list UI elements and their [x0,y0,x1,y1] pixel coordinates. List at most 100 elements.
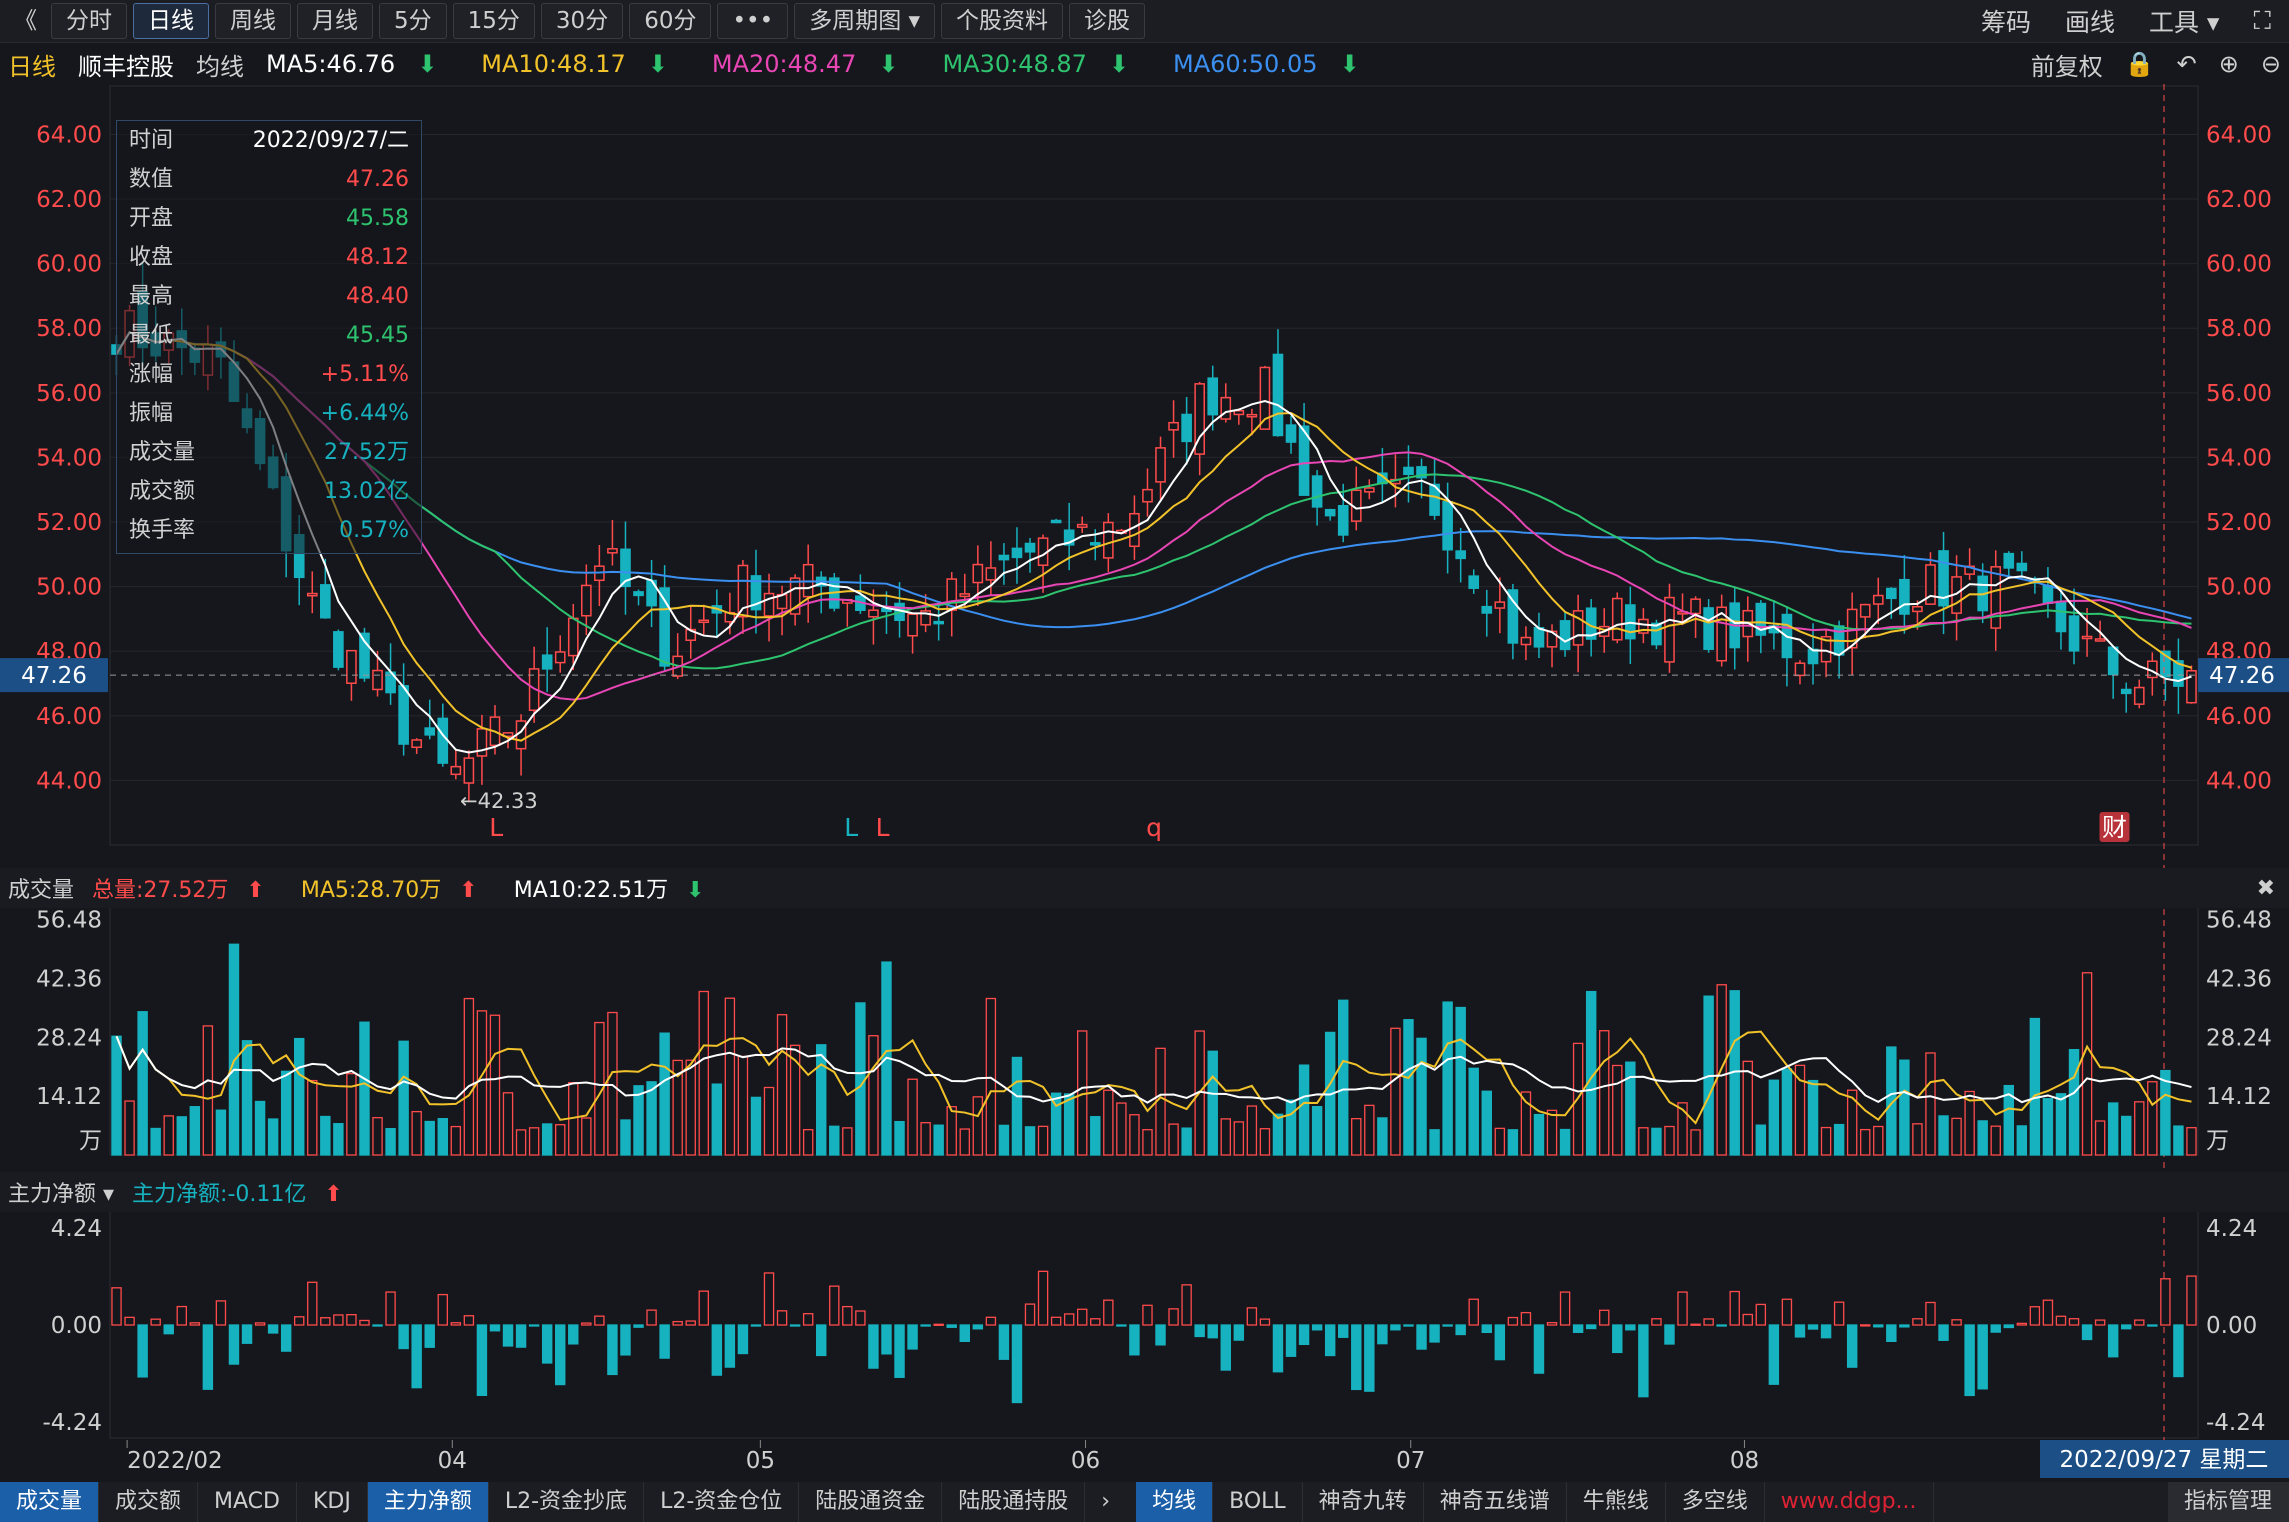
volume-bar [307,1079,318,1156]
expand-icon[interactable]: ⛶ [2253,6,2271,35]
candle-body [1886,587,1897,600]
ind-tab-bull-bear[interactable]: 牛熊线 [1567,1482,1666,1522]
ind-tab-boll[interactable]: BOLL [1213,1482,1303,1522]
tab-hk-connect-flow[interactable]: 陆股通资金 [799,1482,943,1522]
undo-icon[interactable]: ↶ [2176,50,2197,78]
volume-tick-left: 14.12 [36,1084,102,1110]
volume-bar [294,1037,305,1156]
period-tab-timeshare[interactable]: 分时 [51,3,127,39]
ma-settings-label[interactable]: 均线 [196,52,244,81]
volume-bar [385,1128,396,1156]
multi-period-dropdown[interactable]: 多周期图 ▾ [794,3,936,39]
volume-bar [280,1070,292,1156]
volume-bar [411,1110,422,1156]
adjust-dropdown[interactable]: 前复权 [2030,52,2103,81]
ind-tab-long-short[interactable]: 多空线 [1666,1482,1765,1522]
ind-tab-ma[interactable]: 均线 [1136,1482,1214,1522]
candle-body [1572,610,1584,646]
price-tick-right: 46.00 [2206,704,2272,730]
volume-bar [137,1011,148,1156]
signal-marker: q [1146,813,1162,842]
volume-bar [1338,999,1349,1156]
flow-bar [933,1323,944,1326]
diagnose-button[interactable]: 诊股 [1069,3,1146,39]
volume-bar [1768,1079,1780,1156]
tab-l2-position[interactable]: L2-资金仓位 [644,1482,800,1522]
flow-bar [737,1324,749,1355]
flow-bar [2081,1324,2093,1341]
candle-body [1651,622,1662,646]
lock-icon[interactable]: 🔒 [2124,50,2155,78]
tools-dropdown[interactable]: 工具 ▾ [2148,8,2220,37]
tab-l2-bottom[interactable]: L2-资金抄底 [489,1482,645,1522]
tab-kdj[interactable]: KDJ [297,1482,368,1522]
flow-bar [698,1290,709,1326]
volume-bar [398,1040,409,1156]
volume-bar [1559,1128,1571,1156]
candle-body [1494,601,1506,609]
volume-bar [581,1117,592,1156]
flow-bar [724,1324,736,1368]
flow-bar [1494,1324,1506,1361]
draw-button[interactable]: 画线 [2064,8,2115,37]
flow-bar [881,1324,892,1355]
volume-bar [1116,1102,1127,1156]
chips-button[interactable]: 筹码 [1980,8,2031,37]
period-tab-monthly[interactable]: 月线 [297,3,373,39]
flow-bar [985,1316,997,1326]
volume-bar [2173,1125,2184,1156]
ind-tab-five-line[interactable]: 神奇五线谱 [1424,1482,1567,1522]
volume-bar [1063,1093,1075,1156]
back-icon[interactable]: 《 [14,8,37,34]
candle-body [2186,670,2197,704]
flow-bar [1507,1316,1519,1326]
candle-body [2160,650,2171,678]
price-tick-left: 64.00 [36,122,102,148]
more-periods-button[interactable]: ••• [717,3,789,39]
candle-body [1938,550,1949,607]
stock-name: 顺丰控股 [78,52,174,81]
flow-bar [1977,1324,1988,1390]
volume-bar [985,997,997,1156]
tab-hk-connect-holding[interactable]: 陆股通持股 [942,1482,1086,1522]
zoom-out-icon[interactable]: ⊖ [2260,50,2281,78]
tabs-next-icon[interactable]: › [1101,1489,1111,1514]
price-tick-left: 58.00 [36,316,102,342]
period-tab-30min[interactable]: 30分 [540,3,624,39]
volume-bar [946,1106,957,1156]
period-tab-daily[interactable]: 日线 [133,3,209,39]
ma10-line [115,331,2192,742]
flow-bar [541,1324,553,1364]
flow-bar [685,1320,696,1326]
price-tick-left: 62.00 [36,187,102,213]
volume-bar [267,1118,279,1156]
tab-macd[interactable]: MACD [198,1482,297,1522]
info-value: 0.57% [339,518,409,543]
current-price-tag-left [0,658,108,693]
tab-turnover[interactable]: 成交额 [99,1482,199,1522]
volume-bar [1977,1120,1988,1156]
tab-main-flow[interactable]: 主力净额 [367,1482,489,1522]
period-tab-15min[interactable]: 15分 [452,3,535,39]
volume-bar [1964,1090,1975,1156]
period-tab-5min[interactable]: 5分 [379,3,447,39]
stock-profile-button[interactable]: 个股资料 [941,3,1064,39]
period-tab-weekly[interactable]: 周线 [215,3,291,39]
indicator-manage-button[interactable]: 指标管理 [2167,1482,2289,1522]
volume-bar [1233,1121,1245,1156]
tab-volume[interactable]: 成交量 [0,1482,100,1522]
volume-bar [659,1032,670,1156]
period-tab-60min[interactable]: 60分 [629,3,712,39]
volume-bar [789,1044,801,1156]
flow-indicator-dropdown[interactable]: 主力净额 ▾ [8,1182,115,1207]
volume-bar [1807,1079,1819,1156]
volume-bar [1873,1125,1884,1156]
ind-tab-nine[interactable]: 神奇九转 [1303,1482,1424,1522]
flow-bar [280,1324,292,1352]
zoom-in-icon[interactable]: ⊕ [2218,50,2239,78]
close-volume-icon[interactable]: ✖ [2256,875,2275,901]
flow-bar [2107,1324,2119,1358]
volume-bar [672,1059,683,1156]
flow-bar [1324,1324,1336,1357]
flow-bar [1886,1324,1897,1342]
